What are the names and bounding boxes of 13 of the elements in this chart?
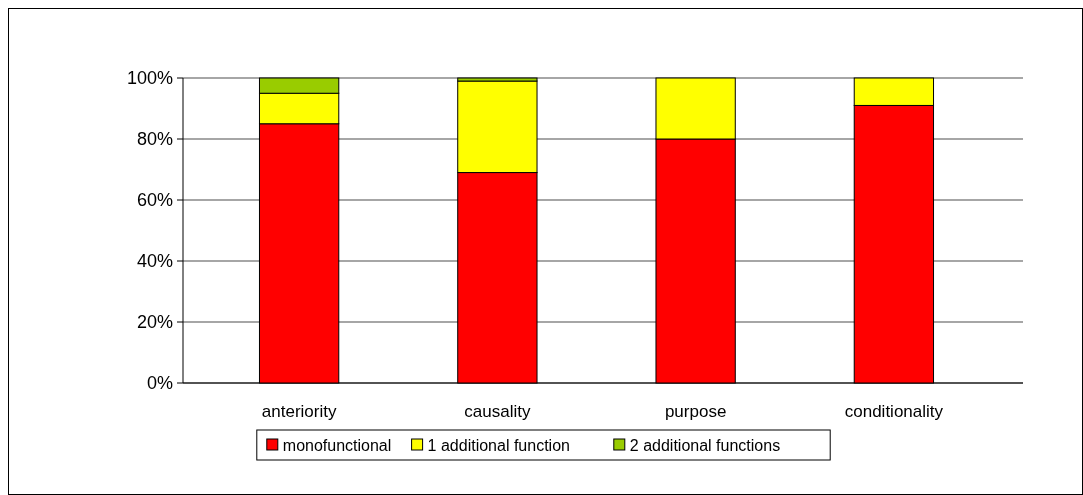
y-tick-label: 60%	[136, 190, 173, 211]
y-tick-label: 100%	[126, 68, 173, 89]
x-tick-label: anteriority	[261, 402, 337, 421]
y-tick-label: 80%	[136, 129, 173, 150]
y-tick-label: 20%	[136, 312, 173, 333]
legend-label: 1 additional function	[427, 436, 570, 454]
y-tick-label: 40%	[136, 251, 173, 272]
x-tick-label: conditionality	[844, 402, 944, 421]
legend-label: monofunctional	[282, 436, 392, 454]
x-tick-label: purpose	[664, 402, 727, 421]
y-tick-label: 0%	[146, 373, 173, 394]
x-tick-label: causality	[464, 402, 531, 421]
legend-label: 2 additional functions	[629, 436, 781, 454]
